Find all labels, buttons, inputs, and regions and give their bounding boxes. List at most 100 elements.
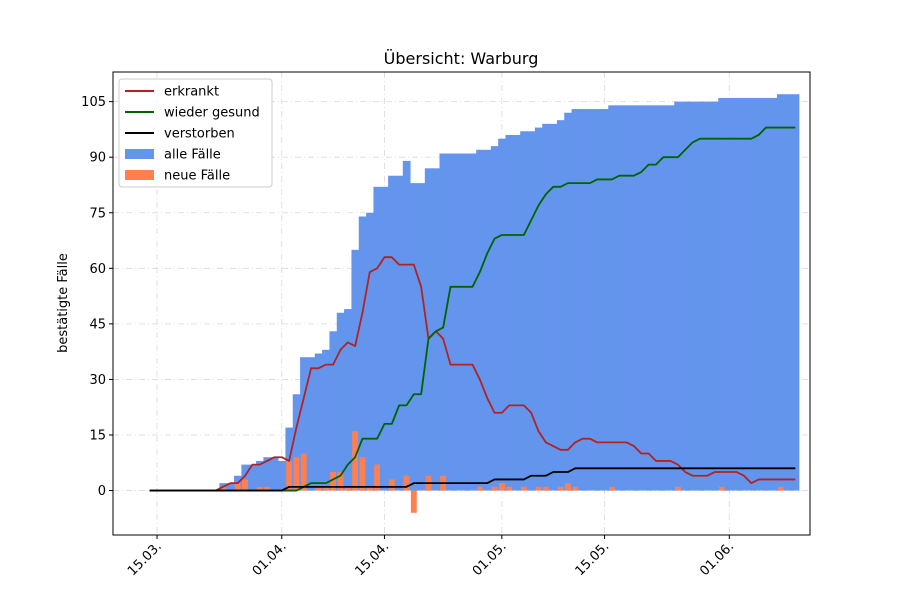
- new-cases-bar: [337, 472, 344, 491]
- new-cases-bar: [491, 486, 498, 491]
- y-tick-label: 75: [89, 206, 106, 221]
- legend-item: erkrankt: [125, 85, 219, 100]
- line-erkrankt: [149, 256, 796, 492]
- all-cases-bar: [241, 464, 250, 491]
- all-cases-bars: [219, 94, 800, 491]
- new-cases-bar: [498, 483, 505, 491]
- all-cases-bar: [410, 183, 418, 491]
- all-cases-bar: [762, 97, 771, 491]
- all-cases-bar: [776, 94, 785, 491]
- all-cases-bar: [351, 249, 360, 491]
- all-cases-bar: [498, 138, 506, 491]
- all-cases-bar: [659, 105, 668, 491]
- new-cases-bar: [344, 486, 351, 491]
- all-cases-bar: [747, 97, 756, 491]
- y-tick-label: 90: [89, 151, 106, 166]
- new-cases-bar: [366, 486, 373, 491]
- all-cases-bar: [388, 175, 396, 491]
- all-cases-bar: [556, 120, 565, 491]
- all-cases-bar: [292, 394, 301, 491]
- new-cases-bar: [410, 490, 417, 513]
- all-cases-bar: [248, 464, 257, 491]
- new-cases-bar: [315, 486, 322, 491]
- legend-box: [118, 78, 273, 188]
- all-cases-bar: [703, 101, 712, 491]
- new-cases-bar: [520, 486, 527, 491]
- legend-item: wieder gesund: [125, 106, 260, 121]
- all-cases-bar: [740, 97, 749, 491]
- all-cases-bar: [307, 357, 316, 491]
- new-cases-bar: [403, 475, 410, 491]
- new-cases-bar: [557, 486, 564, 491]
- all-cases-bar: [710, 101, 719, 491]
- new-cases-bar: [264, 486, 271, 491]
- y-tick-label: 45: [89, 317, 106, 332]
- x-tick-label: 01.06.: [697, 539, 737, 579]
- all-cases-bar: [395, 175, 404, 491]
- new-cases-bar: [256, 486, 263, 491]
- all-cases-bar: [644, 105, 653, 491]
- y-tick-label: 60: [89, 262, 106, 277]
- all-cases-bar: [696, 101, 705, 491]
- y-tick-label: 30: [89, 373, 106, 388]
- all-cases-bar: [490, 146, 499, 491]
- new-cases-bar: [359, 457, 366, 491]
- new-cases-bar: [234, 483, 241, 491]
- new-cases-bar: [777, 486, 784, 491]
- legend: erkrankt wieder gesund verstorben alle Fäll…: [118, 78, 273, 188]
- all-cases-bar: [564, 112, 572, 491]
- y-tick-label: 15: [89, 428, 106, 443]
- x-tick-label: 01.04.: [250, 539, 290, 579]
- all-cases-bar: [402, 160, 411, 491]
- legend-patch-swatch: [125, 170, 154, 180]
- new-cases-bar: [388, 479, 395, 491]
- new-cases-bar: [352, 431, 359, 491]
- legend-label: verstorben: [164, 127, 235, 142]
- y-axis-label: bestätigte Fälle: [56, 253, 71, 353]
- all-cases-bar: [483, 149, 492, 491]
- all-cases-bar: [784, 94, 793, 491]
- all-cases-bar: [534, 127, 543, 491]
- all-cases-bar: [336, 312, 345, 491]
- new-cases-bar: [293, 457, 300, 491]
- y-tick-label: 0: [98, 484, 106, 499]
- all-cases-bar: [769, 97, 778, 491]
- legend-label: alle Fälle: [164, 148, 221, 163]
- new-cases-bar: [476, 486, 483, 491]
- new-cases-bar: [286, 460, 293, 491]
- all-cases-bar: [571, 109, 580, 491]
- all-cases-bar: [446, 153, 455, 491]
- legend-patch-swatch: [125, 149, 154, 159]
- y-tick-label: 105: [81, 95, 106, 110]
- all-cases-bar: [600, 109, 609, 491]
- legend-item: neue Fälle: [125, 169, 230, 184]
- all-cases-bar: [791, 94, 800, 491]
- all-cases-bar: [505, 134, 514, 491]
- all-cases-bar: [344, 309, 352, 491]
- new-cases-bar: [542, 486, 549, 491]
- x-tick-label: 01.05.: [470, 539, 510, 579]
- new-cases-bar: [506, 486, 513, 491]
- all-cases-bar: [549, 123, 558, 491]
- all-cases-bar: [725, 97, 734, 491]
- x-axis-ticks: 15.03. 01.04. 15.04. 01.05. 15.05. 01.06.: [125, 535, 737, 579]
- all-cases-bar: [417, 183, 426, 491]
- line-verstorben: [149, 467, 796, 492]
- all-cases-bar: [454, 153, 462, 491]
- all-cases-bar: [322, 349, 330, 491]
- new-cases-bar: [675, 486, 681, 491]
- new-cases-bar: [330, 472, 337, 491]
- all-cases-bar: [278, 460, 286, 491]
- all-cases-bar: [578, 109, 587, 491]
- new-cases-bar: [300, 453, 307, 491]
- new-cases-bar: [220, 486, 226, 491]
- all-cases-bar: [608, 105, 616, 491]
- all-cases-bar: [476, 149, 484, 491]
- series-lines: [149, 126, 796, 492]
- all-cases-bar: [674, 101, 683, 491]
- x-tick-label: 15.04.: [352, 539, 392, 579]
- all-cases-bar: [520, 131, 528, 491]
- all-cases-bar: [424, 168, 433, 491]
- all-cases-bar: [270, 457, 279, 491]
